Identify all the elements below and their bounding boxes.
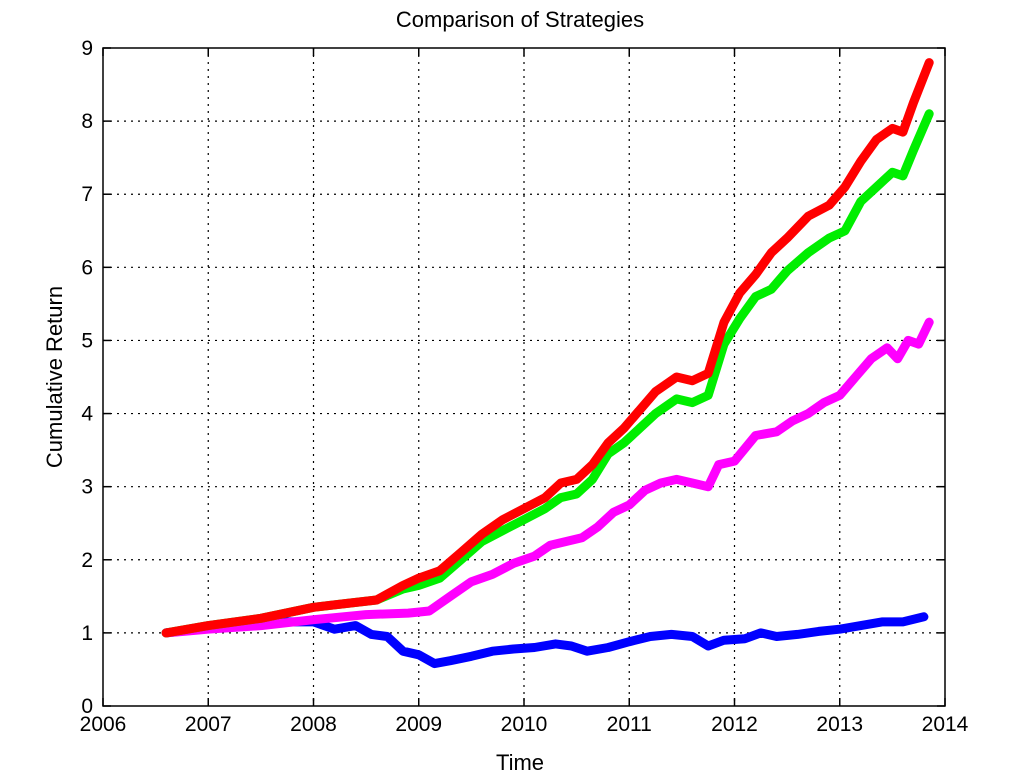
y-tick-label: 2 <box>81 549 93 572</box>
x-tick-label: 2008 <box>290 713 337 736</box>
x-axis-label: Time <box>496 750 544 775</box>
y-tick-labels: 0 1 2 3 4 5 6 7 8 9 <box>81 37 93 718</box>
series-line-1 <box>161 612 929 669</box>
y-tick-label: 5 <box>81 329 93 352</box>
y-tick-label: 1 <box>81 622 93 645</box>
y-tick-label: 0 <box>81 695 93 718</box>
series-line-3 <box>161 109 934 638</box>
x-tick-label: 2014 <box>922 713 969 736</box>
y-tick-label: 6 <box>81 256 93 279</box>
x-tick-labels: 2006 2007 2008 2009 2010 2011 2012 2013 2014 <box>80 713 969 736</box>
x-tick-label: 2009 <box>395 713 442 736</box>
series-lines <box>161 58 934 669</box>
grid <box>103 48 945 706</box>
x-tick-label: 2012 <box>711 713 758 736</box>
series-line-2 <box>161 317 934 638</box>
chart-title: Comparison of Strategies <box>396 7 644 32</box>
y-tick-label: 8 <box>81 110 93 133</box>
x-tick-label: 2007 <box>185 713 232 736</box>
y-tick-label: 7 <box>81 183 93 206</box>
x-tick-label: 2013 <box>816 713 863 736</box>
y-axis-label: Cumulative Return <box>42 286 67 468</box>
ticks <box>102 47 946 707</box>
series-line-4 <box>161 58 934 638</box>
y-tick-label: 9 <box>81 37 93 60</box>
y-tick-label: 3 <box>81 476 93 499</box>
x-tick-label: 2010 <box>501 713 548 736</box>
x-tick-label: 2006 <box>80 713 127 736</box>
y-tick-label: 4 <box>81 403 93 426</box>
x-tick-label: 2011 <box>607 713 652 736</box>
